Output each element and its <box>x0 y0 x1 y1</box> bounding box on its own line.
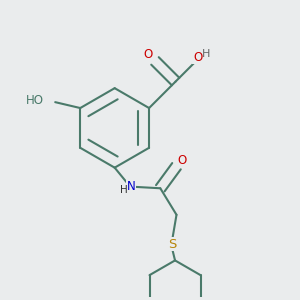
Text: O: O <box>193 51 202 64</box>
Text: N: N <box>127 180 135 193</box>
Text: O: O <box>143 48 152 61</box>
Text: HO: HO <box>26 94 44 107</box>
Text: O: O <box>177 154 186 167</box>
Text: H: H <box>120 185 128 195</box>
Text: S: S <box>168 238 176 251</box>
Text: H: H <box>202 50 211 59</box>
